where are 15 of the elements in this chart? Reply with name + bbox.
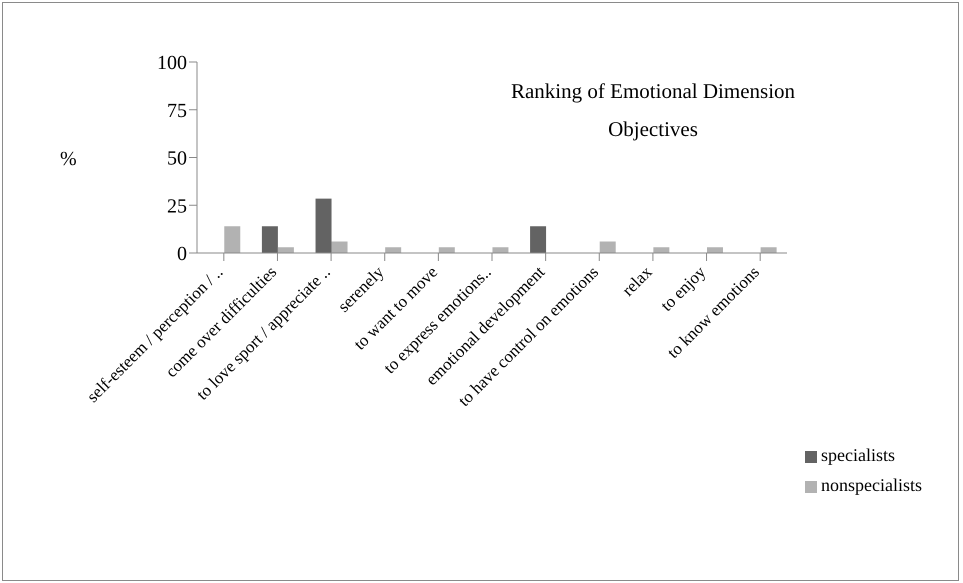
y-axis-title: % (60, 148, 77, 171)
bar (262, 226, 278, 253)
y-tick-label: 0 (177, 243, 187, 266)
y-tick-label: 100 (157, 52, 187, 74)
bar (316, 198, 332, 253)
bar (530, 226, 546, 253)
legend-label: specialists (821, 445, 895, 465)
y-tick-label: 75 (167, 100, 187, 122)
bar (224, 226, 240, 253)
y-tick-label: 50 (167, 148, 187, 170)
y-tick-label: 25 (167, 195, 187, 218)
bar (332, 242, 348, 253)
text: Ranking of Emotional Dimension Objectives (510, 78, 796, 143)
legend-label: nonspecialists (821, 475, 922, 495)
bar (600, 242, 616, 253)
